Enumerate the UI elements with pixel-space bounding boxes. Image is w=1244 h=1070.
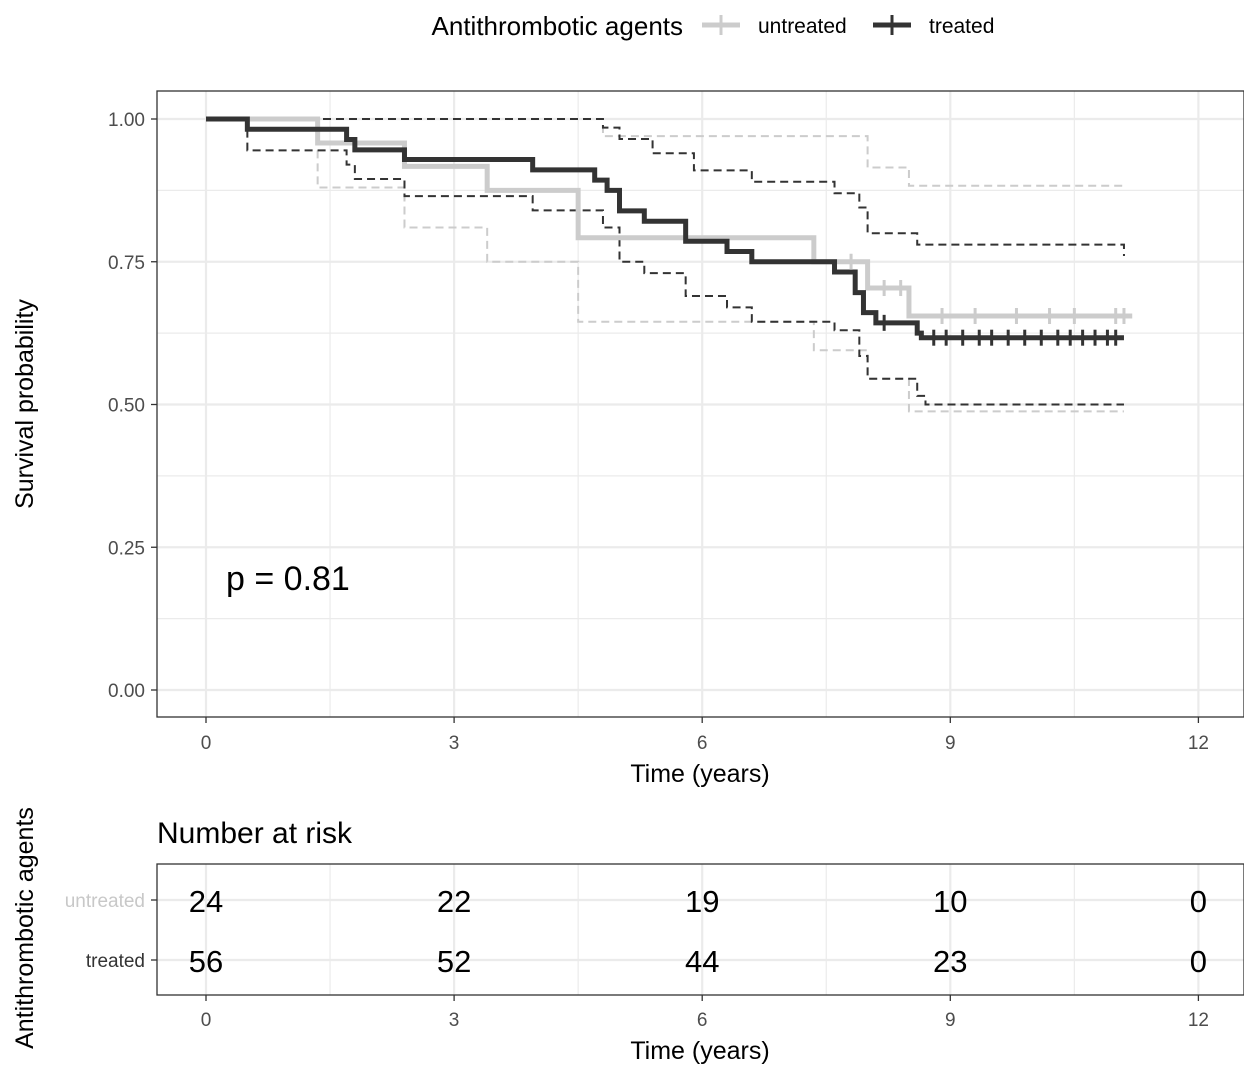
risk-row-label-untreated: untreated [65,891,145,912]
risk-count-treated: 0 [1190,944,1207,979]
risk-x-tick-label: 3 [449,1010,460,1031]
risk-table-title: Number at risk [157,817,353,850]
risk-count-treated: 56 [189,944,223,979]
x-tick-label: 0 [201,733,212,754]
x-tick-label: 6 [697,733,708,754]
treated-ci-upper [206,118,1125,257]
y-tick-label: 0.25 [108,538,145,559]
y-tick-label: 0.00 [108,681,145,702]
legend: Antithrombotic agents untreated treated [432,11,995,41]
risk-count-untreated: 19 [685,884,719,919]
risk-count-untreated: 10 [933,884,967,919]
risk-count-treated: 52 [437,944,471,979]
risk-count-untreated: 22 [437,884,471,919]
risk-x-tick-label: 12 [1188,1010,1209,1031]
y-tick-label: 1.00 [108,110,145,131]
treated-ci-lower [206,118,1124,406]
risk-x-axis-title: Time (years) [630,1037,769,1065]
y-tick-label: 0.50 [108,396,145,417]
risk-count-treated: 44 [685,944,719,979]
risk-count-untreated: 24 [189,884,223,919]
legend-label-treated: treated [929,15,994,38]
risk-row-label-treated: treated [86,951,145,972]
legend-label-untreated: untreated [758,15,847,38]
risk-table-panel: 24 22 19 10 0 56 52 44 23 0 [156,863,1244,996]
legend-item-untreated: untreated [702,15,847,38]
x-tick-label: 12 [1188,733,1209,754]
p-value-annotation: p = 0.81 [226,560,350,598]
legend-item-treated: treated [873,15,994,38]
risk-count-treated: 23 [933,944,967,979]
treated-survival-line [206,116,1124,341]
x-axis-title: Time (years) [630,760,769,788]
y-tick-label: 0.75 [108,253,145,274]
y-axis-title: Survival probability [11,299,39,509]
x-tick-label: 3 [449,733,460,754]
risk-panel-border [156,863,1244,996]
risk-y-axis-title: Antithrombotic agents [11,807,39,1049]
risk-count-untreated: 0 [1190,884,1207,919]
risk-x-tick-label: 9 [945,1010,956,1031]
untreated-survival-line [206,116,1133,319]
x-tick-label: 9 [945,733,956,754]
main-plot-panel: p = 0.81 [156,90,1244,718]
risk-x-tick-label: 0 [201,1010,212,1031]
risk-x-tick-label: 6 [697,1010,708,1031]
untreated-ci-upper [206,118,1124,187]
legend-title: Antithrombotic agents [432,11,683,41]
